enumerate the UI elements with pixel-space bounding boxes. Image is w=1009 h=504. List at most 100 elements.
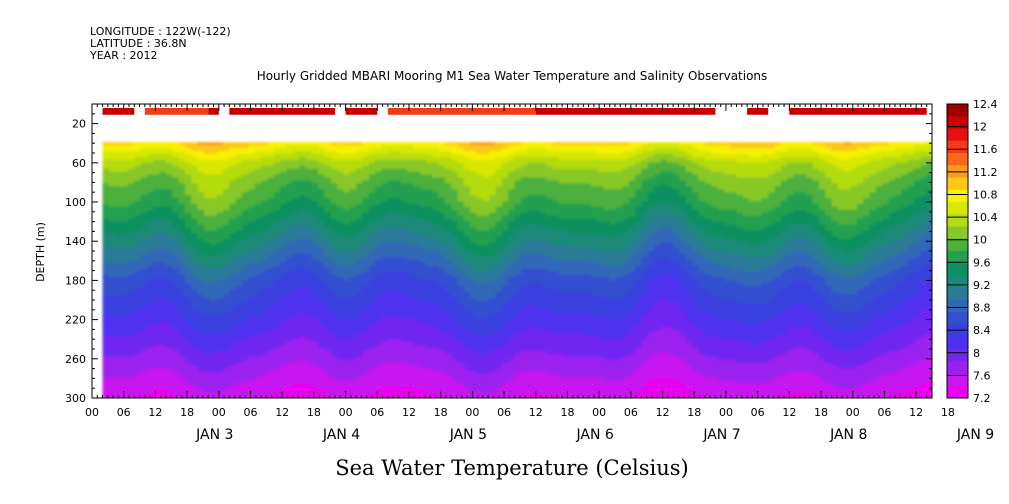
temperature-cell [184, 330, 192, 334]
temperature-cell [362, 286, 370, 290]
temperature-cell [242, 277, 249, 281]
temperature-cell [204, 265, 211, 270]
temperature-cell [223, 286, 230, 290]
temperature-cell [305, 286, 313, 290]
temperature-cell [248, 318, 256, 323]
temperature-cell [286, 227, 294, 232]
temperature-cell [229, 186, 237, 190]
temperature-cell [280, 174, 288, 179]
temperature-cell [115, 192, 123, 196]
temperature-cell [368, 318, 376, 323]
temperature-cell [324, 153, 332, 158]
temperature-cell [273, 371, 281, 376]
temperature-cell [438, 174, 446, 179]
temperature-cell [400, 277, 408, 281]
temperature-cell [248, 142, 256, 146]
temperature-cell [229, 339, 237, 343]
temperature-cell [121, 362, 129, 367]
temperature-cell [343, 165, 351, 170]
temperature-cell [102, 212, 110, 217]
temperature-cell [368, 195, 376, 199]
temperature-cell [267, 383, 275, 387]
temperature-cell [108, 392, 116, 396]
temperature-cell [432, 192, 440, 196]
temperature-cell [406, 253, 414, 258]
temperature-cell [242, 227, 249, 232]
temperature-cell [394, 274, 402, 279]
temperature-cell [191, 227, 199, 232]
temperature-cell [216, 359, 224, 364]
temperature-cell [127, 359, 135, 364]
temperature-cell [102, 327, 110, 331]
temperature-cell [242, 342, 249, 346]
temperature-cell [280, 368, 288, 373]
temperature-cell [261, 221, 268, 226]
temperature-cell [356, 395, 364, 398]
temperature-cell [280, 324, 288, 329]
temperature-cell [381, 342, 389, 346]
temperature-cell [261, 365, 268, 370]
temperature-cell [318, 159, 326, 164]
temperature-cell [191, 268, 199, 273]
temperature-cell [444, 192, 452, 196]
temperature-cell [381, 327, 389, 331]
temperature-cell [305, 389, 313, 393]
temperature-cell [299, 383, 307, 387]
temperature-cell [337, 165, 345, 170]
temperature-cell [394, 183, 402, 187]
temperature-cell [425, 365, 433, 370]
temperature-cell [108, 168, 116, 173]
temperature-cell [318, 236, 326, 240]
temperature-cell [406, 336, 414, 340]
temperature-cell [127, 268, 135, 273]
temperature-cell [184, 286, 192, 290]
temperature-cell [349, 151, 357, 155]
temperature-cell [451, 159, 459, 164]
temperature-cell [140, 374, 148, 379]
temperature-cell [425, 280, 433, 284]
temperature-cell [438, 380, 446, 384]
temperature-cell [368, 221, 376, 226]
temperature-cell [425, 383, 433, 387]
temperature-cell [216, 253, 224, 258]
temperature-cell [362, 165, 370, 170]
temperature-cell [286, 362, 294, 367]
temperature-cell [216, 212, 224, 217]
temperature-cell [165, 345, 173, 349]
temperature-cell [159, 336, 167, 340]
temperature-cell [419, 268, 427, 273]
temperature-cell [108, 233, 116, 237]
temperature-cell [146, 227, 154, 232]
temperature-cell [229, 183, 237, 187]
temperature-cell [286, 377, 294, 381]
temperature-cell [102, 256, 110, 261]
temperature-cell [159, 374, 167, 379]
temperature-cell [165, 268, 173, 273]
temperature-cell [248, 174, 256, 179]
temperature-cell [375, 292, 383, 296]
temperature-cell [204, 274, 211, 279]
temperature-cell [299, 353, 307, 358]
temperature-cell [305, 348, 313, 352]
temperature-cell [153, 201, 161, 205]
temperature-cell [292, 248, 300, 252]
temperature-cell [292, 277, 300, 281]
temperature-cell [349, 198, 357, 202]
temperature-cell [273, 262, 281, 267]
temperature-cell [242, 236, 249, 240]
temperature-cell [305, 151, 313, 155]
temperature-cell [337, 198, 345, 202]
temperature-cell [311, 330, 319, 334]
temperature-cell [444, 268, 452, 273]
temperature-cell [121, 256, 129, 261]
temperature-cell [108, 253, 116, 258]
temperature-cell [356, 256, 364, 261]
temperature-cell [381, 377, 389, 381]
temperature-cell [229, 356, 237, 361]
temperature-cell [394, 203, 402, 208]
temperature-cell [400, 180, 408, 184]
temperature-cell [286, 309, 294, 314]
temperature-cell [261, 253, 268, 258]
temperature-cell [305, 180, 313, 184]
temperature-cell [210, 259, 218, 264]
